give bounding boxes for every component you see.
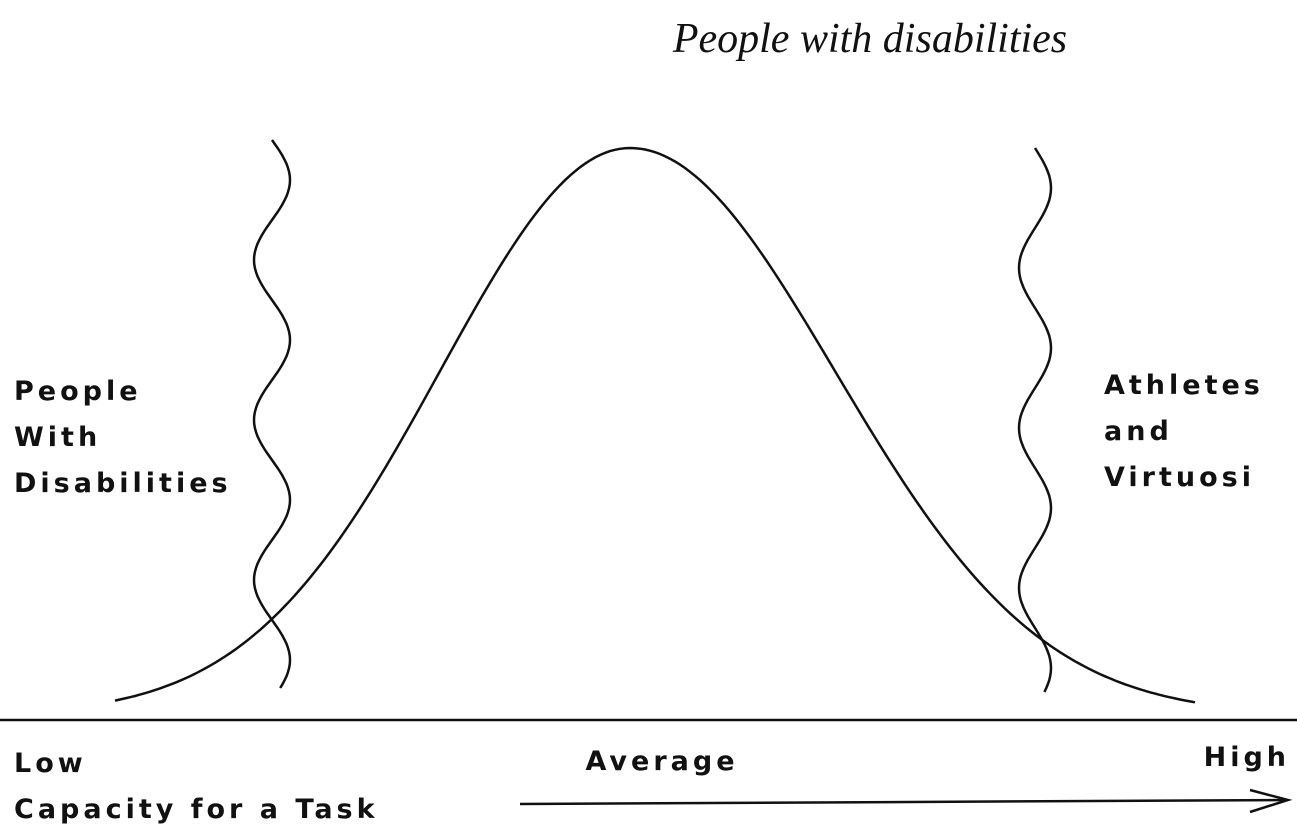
arrow-shaft bbox=[519, 798, 1286, 806]
title: People with disabilities bbox=[672, 16, 1067, 62]
axis-low: Low bbox=[14, 748, 87, 779]
bell-curve bbox=[114, 146, 1196, 704]
right-label-line: Athletes bbox=[1104, 370, 1264, 401]
right-boundary bbox=[1017, 147, 1053, 693]
axis-average: Average bbox=[585, 746, 738, 777]
left-label-line: With bbox=[14, 422, 101, 453]
right-label-line: and bbox=[1104, 416, 1173, 447]
left-label-line: People bbox=[14, 376, 142, 407]
left-label-line: Disabilities bbox=[14, 468, 232, 499]
left-boundary bbox=[252, 139, 292, 689]
axis-high: High bbox=[1204, 742, 1290, 773]
axis-caption: Capacity for a Task bbox=[14, 794, 379, 825]
arrow-head bbox=[1249, 788, 1293, 814]
right-label-line: Virtuosi bbox=[1104, 462, 1255, 493]
